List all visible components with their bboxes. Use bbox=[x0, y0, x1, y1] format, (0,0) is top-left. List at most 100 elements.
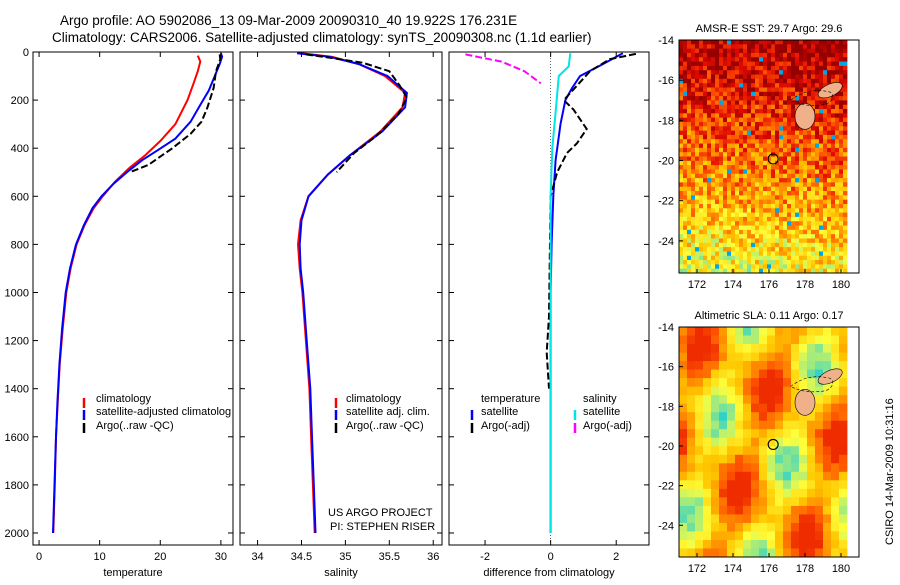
map-x-tick-label: 174 bbox=[724, 279, 742, 291]
map-cell bbox=[731, 48, 736, 54]
map-cell bbox=[691, 195, 696, 201]
series-line-climatology bbox=[52, 55, 202, 534]
map-cell bbox=[703, 70, 708, 75]
map-cell bbox=[791, 225, 796, 231]
map-cell bbox=[831, 361, 840, 370]
map-cell bbox=[779, 65, 784, 71]
map-cell bbox=[703, 169, 708, 175]
map-cell bbox=[715, 260, 720, 265]
map-cell bbox=[739, 96, 744, 101]
map-cell bbox=[843, 156, 848, 162]
map-cell bbox=[703, 160, 708, 166]
map-cell bbox=[739, 195, 744, 201]
map-cell bbox=[703, 113, 708, 119]
map-cell bbox=[755, 117, 760, 123]
map-cell bbox=[831, 420, 840, 430]
map-cell bbox=[747, 139, 752, 144]
map-cell bbox=[679, 61, 684, 67]
map-cell bbox=[819, 100, 824, 106]
map-cell bbox=[747, 203, 752, 209]
map-cell bbox=[759, 165, 764, 170]
map-cell bbox=[803, 186, 808, 192]
map-cell bbox=[695, 437, 704, 447]
map-cell bbox=[823, 514, 832, 524]
map-cell bbox=[763, 48, 768, 54]
map-cell bbox=[827, 160, 832, 166]
map-cell bbox=[843, 104, 848, 110]
map-cell bbox=[815, 147, 820, 153]
map-cell bbox=[679, 378, 688, 388]
map-cell bbox=[803, 203, 808, 209]
map-cell bbox=[779, 117, 784, 123]
map-cell bbox=[787, 113, 792, 119]
map-cell bbox=[831, 378, 840, 388]
map-cell bbox=[691, 87, 696, 93]
map-cell bbox=[799, 229, 804, 235]
map-cell bbox=[703, 121, 708, 127]
series-line-satellite-adj-clim- bbox=[296, 52, 408, 534]
map-cell bbox=[755, 199, 760, 205]
map-cell bbox=[727, 104, 732, 110]
map-cell bbox=[807, 344, 816, 353]
map-cell bbox=[831, 40, 836, 45]
map-cell bbox=[791, 134, 796, 140]
map-cell bbox=[775, 121, 780, 127]
map-cell bbox=[787, 44, 792, 50]
map-cell bbox=[731, 139, 736, 144]
map-cell bbox=[839, 57, 844, 62]
map-cell bbox=[839, 208, 844, 213]
map-cell bbox=[695, 87, 700, 93]
map-cell bbox=[751, 216, 756, 222]
map-x-tick-label: 172 bbox=[688, 279, 706, 291]
map-cell bbox=[711, 247, 716, 252]
map-cell bbox=[739, 178, 744, 183]
map-cell bbox=[695, 195, 700, 201]
map-cell bbox=[699, 52, 704, 58]
map-cell bbox=[831, 104, 836, 110]
map-cell bbox=[815, 152, 820, 157]
map-cell bbox=[719, 70, 724, 75]
map-cell bbox=[795, 186, 800, 192]
map-cell bbox=[803, 169, 808, 175]
map-cell bbox=[779, 61, 784, 67]
map-cell bbox=[695, 152, 700, 157]
map-cell bbox=[803, 40, 808, 45]
map-cell bbox=[783, 514, 792, 524]
map-cell bbox=[703, 505, 712, 515]
map-cell bbox=[803, 61, 808, 67]
map-cell bbox=[723, 121, 728, 127]
map-cell bbox=[783, 216, 788, 222]
map-cell bbox=[783, 412, 792, 422]
map-cell bbox=[783, 186, 788, 192]
map-cell bbox=[723, 212, 728, 218]
argo-position-marker bbox=[767, 153, 779, 165]
map-cell bbox=[679, 100, 684, 106]
map-cell bbox=[727, 420, 736, 430]
map-cell bbox=[843, 52, 848, 58]
map-cell bbox=[707, 130, 712, 136]
map-cell bbox=[743, 216, 748, 222]
map-cell bbox=[803, 130, 808, 136]
map-cell bbox=[807, 96, 812, 101]
map-cell bbox=[719, 104, 724, 110]
map-cell bbox=[791, 199, 796, 205]
map-cell bbox=[683, 70, 688, 75]
map-cell bbox=[751, 395, 760, 405]
map-cell bbox=[715, 152, 720, 157]
map-cell bbox=[679, 488, 688, 498]
map-cell bbox=[795, 70, 800, 75]
plot-frame bbox=[32, 51, 234, 546]
map-cell bbox=[759, 335, 768, 345]
map-cell bbox=[755, 238, 760, 244]
map-cell bbox=[719, 437, 728, 447]
map-cell bbox=[767, 264, 772, 270]
map-cell bbox=[787, 126, 792, 132]
map-cell bbox=[747, 238, 752, 244]
legend-label-argo: Argo(..raw -QC) bbox=[346, 420, 424, 432]
map-cell bbox=[699, 156, 704, 162]
map-cell bbox=[763, 178, 768, 183]
map-cell bbox=[723, 134, 728, 140]
map-cell bbox=[783, 548, 792, 558]
map-cell bbox=[739, 48, 744, 54]
map-cell bbox=[799, 165, 804, 170]
